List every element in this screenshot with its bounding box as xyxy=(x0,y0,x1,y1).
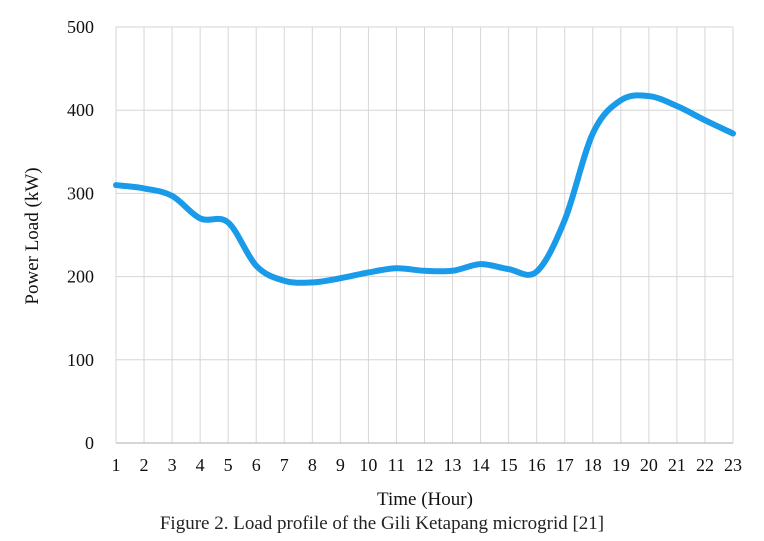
y-tick-label: 400 xyxy=(67,100,94,120)
y-tick-label: 100 xyxy=(67,350,94,370)
x-tick-label: 15 xyxy=(500,455,518,475)
x-tick-label: 2 xyxy=(140,455,149,475)
x-tick-label: 14 xyxy=(472,455,490,475)
axes xyxy=(115,27,733,444)
x-tick-label: 18 xyxy=(584,455,602,475)
x-tick-label: 8 xyxy=(308,455,317,475)
x-tick-label: 4 xyxy=(196,455,205,475)
x-tick-label: 6 xyxy=(252,455,261,475)
x-tick-label: 12 xyxy=(416,455,434,475)
figure-caption: Figure 2. Load profile of the Gili Ketap… xyxy=(159,513,605,534)
y-tick-label: 0 xyxy=(85,433,94,453)
x-tick-label: 19 xyxy=(612,455,630,475)
x-tick-label: 5 xyxy=(224,455,233,475)
y-tick-label: 300 xyxy=(67,183,94,203)
x-tick-label: 17 xyxy=(556,455,574,475)
y-axis-title: Power Load (kW) xyxy=(22,167,43,304)
power-load-series-line xyxy=(113,92,736,286)
y-tick-label: 200 xyxy=(67,267,94,287)
x-tick-label: 1 xyxy=(112,455,121,475)
x-tick-label: 3 xyxy=(168,455,177,475)
x-tick-label: 16 xyxy=(528,455,546,475)
x-tick-label: 13 xyxy=(444,455,462,475)
x-tick-label: 10 xyxy=(359,455,377,475)
x-tick-label: 9 xyxy=(336,455,345,475)
y-tick-label: 500 xyxy=(67,17,94,37)
x-axis-title: Time (Hour) xyxy=(377,489,473,510)
series-layer xyxy=(113,92,736,286)
x-tick-label: 11 xyxy=(388,455,405,475)
grid-lines xyxy=(116,26,734,443)
x-tick-label: 7 xyxy=(280,455,289,475)
x-tick-label: 23 xyxy=(724,455,742,475)
x-tick-label: 21 xyxy=(668,455,686,475)
x-tick-label: 20 xyxy=(640,455,658,475)
x-tick-label: 22 xyxy=(696,455,714,475)
